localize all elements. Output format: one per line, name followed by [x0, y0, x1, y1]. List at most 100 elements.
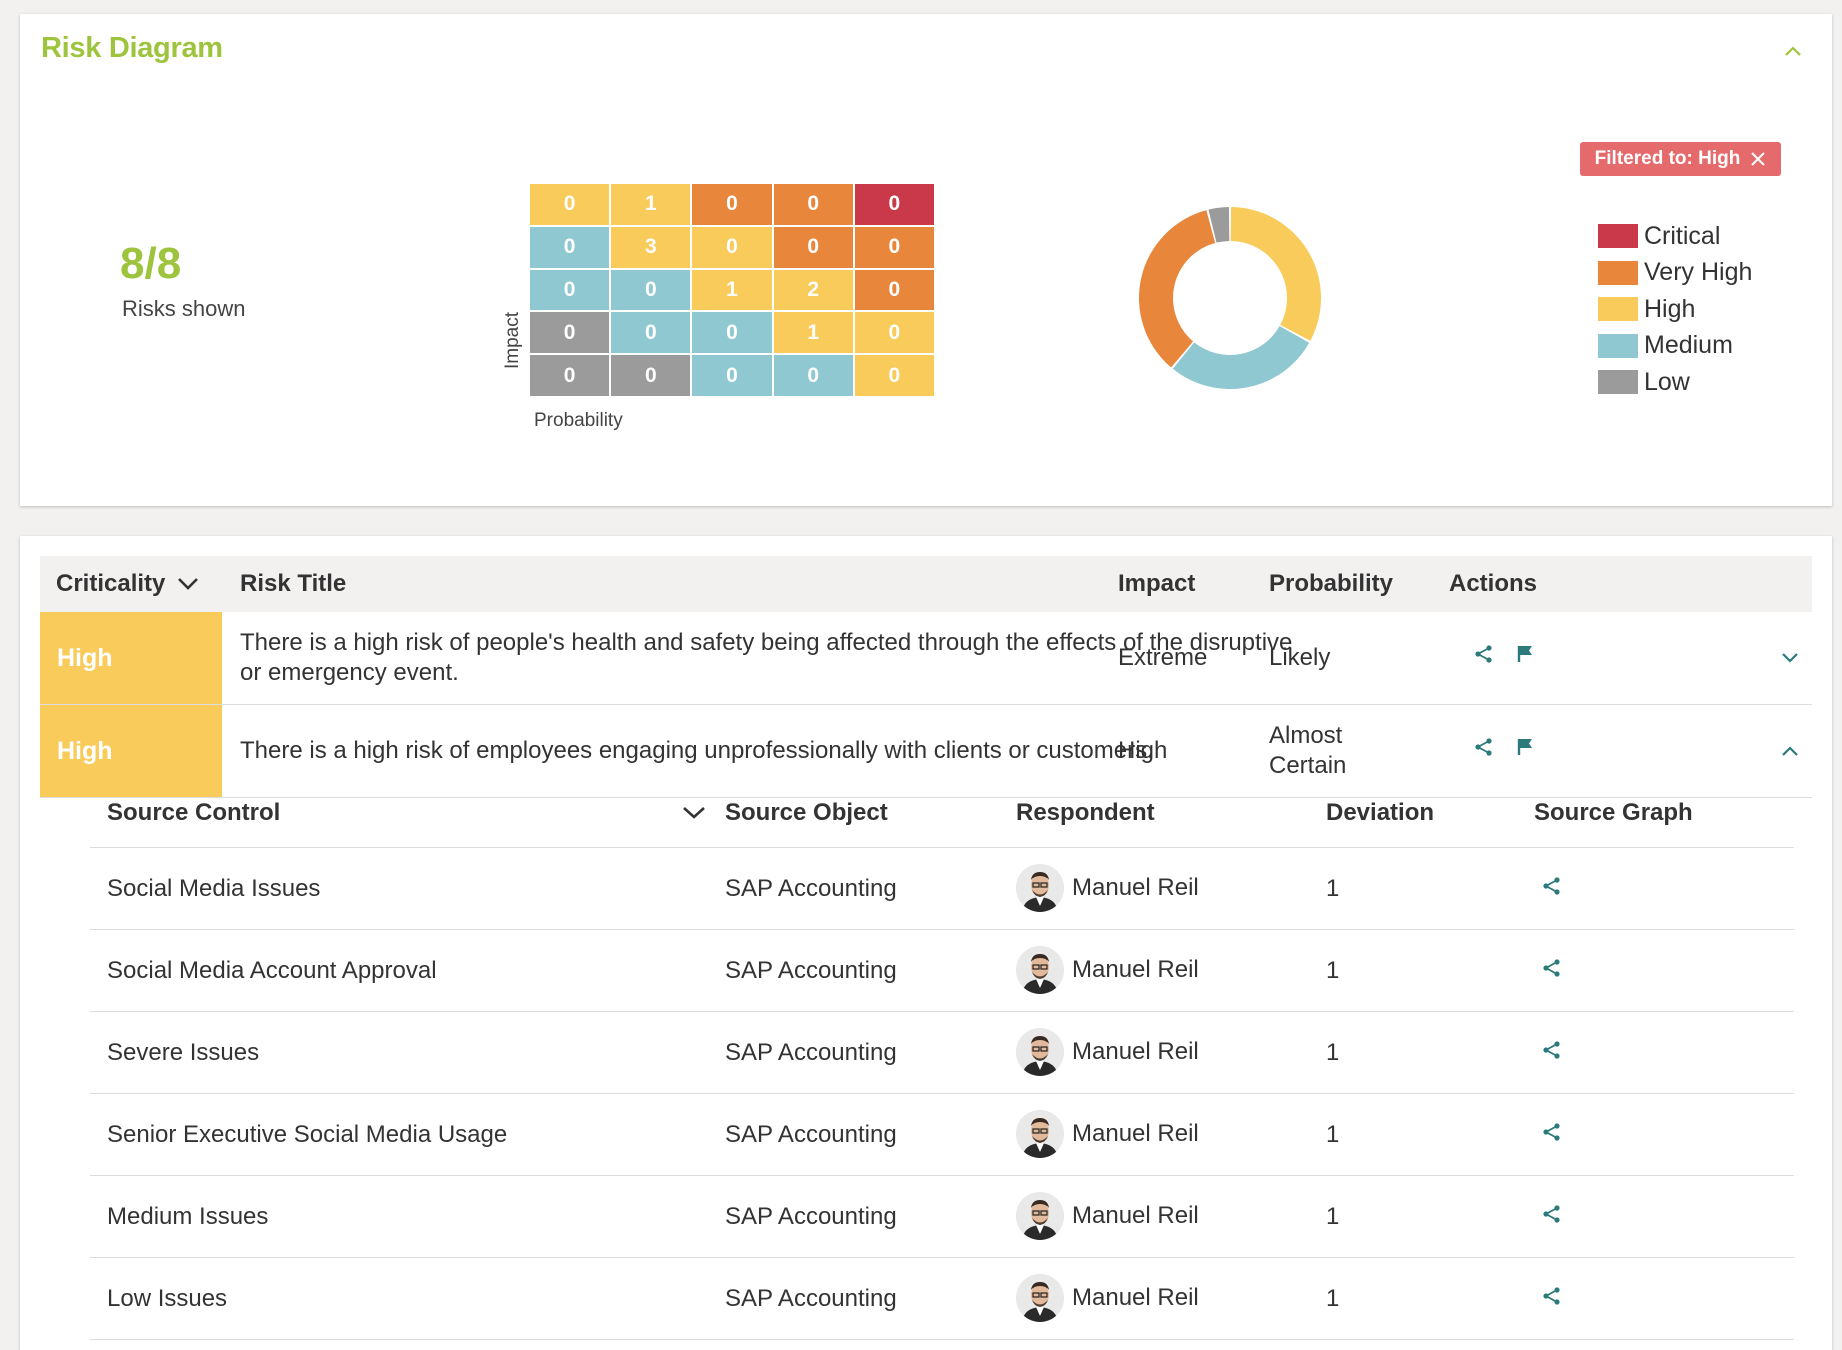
- respondent-name: Manuel Reil: [1072, 1284, 1199, 1311]
- table-row[interactable]: High There is a high risk of people's he…: [40, 612, 1812, 705]
- source-control-row[interactable]: Social Media Issues SAP Accounting Manuel …: [90, 848, 1794, 930]
- source-control-name: Medium Issues: [107, 1203, 269, 1230]
- probability-header: Probability: [1269, 570, 1394, 597]
- legend-item[interactable]: Very High: [1598, 255, 1752, 292]
- matrix-cell[interactable]: 0: [854, 184, 934, 225]
- matrix-cell[interactable]: 0: [611, 312, 691, 354]
- source-graph-button[interactable]: [1540, 1038, 1564, 1062]
- legend-swatch: [1598, 224, 1638, 249]
- impact-header: Impact: [1118, 570, 1196, 597]
- source-control-row[interactable]: Senior Executive Social Media Usage SAP A…: [90, 1094, 1794, 1176]
- legend-item[interactable]: High: [1598, 291, 1752, 328]
- source-graph-button[interactable]: [1540, 956, 1564, 980]
- donut-slice[interactable]: [1139, 210, 1216, 368]
- close-icon[interactable]: [1750, 151, 1766, 167]
- legend-label: Medium: [1644, 331, 1733, 360]
- source-graph-button[interactable]: [1540, 874, 1564, 898]
- matrix-cell[interactable]: 0: [854, 269, 934, 311]
- matrix-cell[interactable]: 3: [611, 226, 691, 268]
- collapse-row-button[interactable]: [1778, 739, 1802, 763]
- matrix-cell[interactable]: 0: [611, 355, 691, 396]
- source-control-row[interactable]: Severe Issues SAP Accounting Manuel Reil 1: [90, 1012, 1794, 1094]
- matrix-cell[interactable]: 0: [530, 269, 610, 311]
- chevron-up-icon: [1785, 46, 1801, 56]
- source-graph-button[interactable]: [1540, 1284, 1564, 1308]
- matrix-cell[interactable]: 0: [611, 269, 691, 311]
- source-object: SAP Accounting: [725, 1203, 897, 1230]
- source-object: SAP Accounting: [725, 1121, 897, 1148]
- risk-title: There is a high risk of people's health …: [240, 629, 1293, 686]
- source-control-sort-button[interactable]: [680, 801, 708, 825]
- respondent: Manuel Reil: [1016, 1191, 1199, 1241]
- matrix-cell[interactable]: 0: [530, 355, 610, 396]
- collapse-diagram-button[interactable]: [1778, 36, 1808, 66]
- respondent-name: Manuel Reil: [1072, 874, 1199, 901]
- matrix-cell[interactable]: 2: [773, 269, 853, 311]
- donut-slice[interactable]: [1208, 207, 1230, 243]
- criticality-header: Criticality: [56, 570, 166, 597]
- respondent-name: Manuel Reil: [1072, 1120, 1199, 1147]
- filter-badge[interactable]: Filtered to: High: [1580, 142, 1781, 176]
- deviation-value: 1: [1326, 957, 1340, 984]
- matrix-cell[interactable]: 0: [692, 226, 772, 268]
- criticality-badge: High: [40, 705, 222, 797]
- deviation-value: 1: [1326, 1203, 1340, 1230]
- source-control-row[interactable]: Social Media Account Approval SAP Account…: [90, 930, 1794, 1012]
- share-icon: [1543, 1041, 1560, 1059]
- deviation-value: 1: [1326, 875, 1340, 902]
- matrix-cell[interactable]: 0: [692, 312, 772, 354]
- respondent: Manuel Reil: [1016, 945, 1199, 995]
- source-object: SAP Accounting: [725, 875, 897, 902]
- matrix-cell[interactable]: 0: [854, 312, 934, 354]
- source-control-row[interactable]: Medium Issues SAP Accounting Manuel Reil 1: [90, 1176, 1794, 1258]
- matrix-cell[interactable]: 0: [773, 355, 853, 396]
- donut-slice[interactable]: [1230, 207, 1321, 341]
- legend-swatch: [1598, 260, 1638, 285]
- source-control-row[interactable]: Low Issues SAP Accounting Manuel Reil 1: [90, 1258, 1794, 1340]
- card-title: Risk Diagram: [41, 32, 223, 64]
- matrix-cell[interactable]: 0: [854, 226, 934, 268]
- share-icon: [1543, 1123, 1560, 1141]
- expand-row-button[interactable]: [1778, 646, 1802, 670]
- matrix-cell[interactable]: 0: [773, 184, 853, 225]
- chevron-up-icon: [1782, 746, 1798, 756]
- donut-slice[interactable]: [1172, 326, 1310, 389]
- source-control-name: Low Issues: [107, 1285, 228, 1312]
- flag-button[interactable]: [1514, 735, 1538, 759]
- respondent-header: Respondent: [1016, 799, 1155, 826]
- risk-probability: Likely: [1269, 644, 1331, 671]
- matrix-cell[interactable]: 0: [530, 312, 610, 354]
- respondent-name: Manuel Reil: [1072, 1038, 1199, 1065]
- legend-item[interactable]: Low: [1598, 364, 1752, 401]
- avatar: [1016, 1110, 1064, 1158]
- risk-probability: Almost Certain: [1269, 722, 1347, 779]
- chevron-down-icon: [683, 807, 705, 819]
- matrix-cell[interactable]: 0: [854, 355, 934, 396]
- legend-label: Very High: [1644, 258, 1753, 287]
- matrix-cell[interactable]: 0: [692, 184, 772, 225]
- legend-item[interactable]: Medium: [1598, 328, 1752, 365]
- matrix-cell[interactable]: 0: [692, 355, 772, 396]
- matrix-cell[interactable]: 1: [692, 269, 772, 311]
- matrix-cell[interactable]: 0: [530, 184, 610, 225]
- source-graph-button[interactable]: [1540, 1202, 1564, 1226]
- matrix-cell[interactable]: 0: [773, 226, 853, 268]
- share-button[interactable]: [1472, 735, 1496, 759]
- matrix-cell[interactable]: 0: [530, 226, 610, 268]
- deviation-value: 1: [1326, 1039, 1340, 1066]
- flag-button[interactable]: [1514, 642, 1538, 666]
- share-icon: [1475, 738, 1492, 756]
- criticality-donut-chart: [1139, 207, 1321, 389]
- source-graph-button[interactable]: [1540, 1120, 1564, 1144]
- legend-item[interactable]: Critical: [1598, 218, 1752, 255]
- matrix-cell[interactable]: 1: [611, 184, 691, 225]
- table-row[interactable]: High There is a high risk of employees e…: [40, 705, 1812, 798]
- matrix-cell[interactable]: 1: [773, 312, 853, 354]
- criticality-sort-header[interactable]: Criticality: [56, 556, 199, 612]
- source-control-header: Source Control: [107, 799, 281, 826]
- chevron-down-icon: [178, 578, 199, 590]
- share-button[interactable]: [1472, 642, 1496, 666]
- avatar: [1016, 1192, 1064, 1240]
